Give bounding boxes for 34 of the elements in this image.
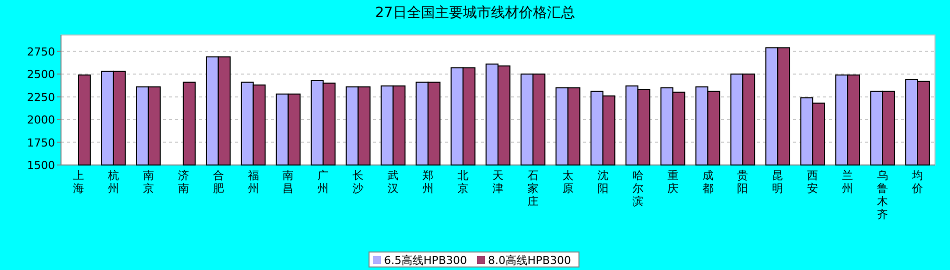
y-tick-label: 2500 <box>27 68 55 82</box>
x-tick-label: 南昌 <box>282 169 294 195</box>
legend-label: 6.5高线HPB300 <box>384 254 467 267</box>
x-tick-label: 石家庄 <box>527 169 538 208</box>
y-tick-label: 2000 <box>27 114 55 127</box>
x-tick-label: 兰州 <box>842 169 854 195</box>
y-tick-label: 2250 <box>27 90 55 104</box>
x-tick-label: 天津 <box>492 169 504 195</box>
x-tick-label: 沈阳 <box>597 169 608 195</box>
x-tick-label: 均价 <box>911 169 924 195</box>
y-tick-label: 1500 <box>27 159 55 172</box>
x-tick-label: 乌鲁木齐 <box>877 169 888 221</box>
x-tick-label: 南京 <box>142 169 154 195</box>
y-tick-label: 2750 <box>27 45 55 58</box>
x-tick-label: 北京 <box>458 169 469 195</box>
x-tick-label: 合肥 <box>212 169 224 195</box>
y-tick-label: 1750 <box>27 136 55 150</box>
x-tick-label: 济南 <box>178 169 189 195</box>
x-tick-label: 郑州 <box>422 169 434 195</box>
x-tick-label: 哈尔滨 <box>632 169 644 208</box>
chart-title: 27日全国主要城市线材价格汇总 <box>375 5 575 21</box>
x-tick-label: 武汉 <box>388 169 399 195</box>
x-tick-label: 贵阳 <box>737 169 748 195</box>
x-tick-label: 成都 <box>702 169 714 195</box>
x-tick-label: 杭州 <box>106 169 119 195</box>
legend-label: 8.0高线HPB300 <box>488 254 571 267</box>
x-tick-label: 重庆 <box>667 169 678 195</box>
x-tick-label: 西安 <box>807 169 818 195</box>
x-tick-label: 福州 <box>248 169 259 195</box>
x-tick-label: 太原 <box>562 169 574 195</box>
x-tick-label: 广州 <box>318 169 329 195</box>
x-tick-label: 昆明 <box>772 169 784 195</box>
x-tick-label: 长沙 <box>352 169 364 195</box>
x-tick-label: 上海 <box>72 169 84 195</box>
